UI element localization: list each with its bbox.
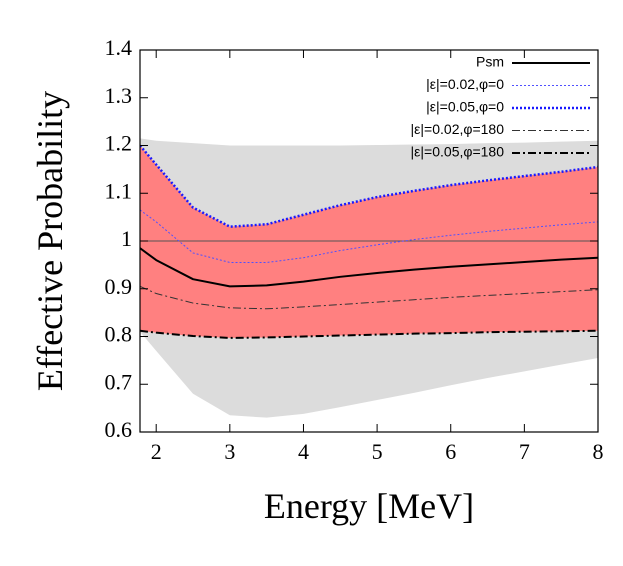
y-tick-label: 0.8 xyxy=(105,322,133,347)
series-line xyxy=(140,329,598,339)
y-tick-label: 0.9 xyxy=(105,274,133,299)
series-line xyxy=(140,247,598,288)
band xyxy=(140,145,598,338)
y-tick-label: 0.7 xyxy=(105,369,133,394)
y-tick-label: 1 xyxy=(121,226,132,251)
y-tick-label: 1.1 xyxy=(105,178,133,203)
x-axis-label: Energy [MeV] xyxy=(264,486,474,526)
x-tick-label: 4 xyxy=(298,439,309,464)
y-tick-label: 0.6 xyxy=(105,417,133,442)
legend-label: |ε|=0.05,φ=180 xyxy=(411,144,505,160)
y-tick-label: 1.4 xyxy=(105,35,133,60)
y-axis-label: Effective Probability xyxy=(30,91,70,391)
x-tick-label: 8 xyxy=(593,439,604,464)
y-tick-label: 1.3 xyxy=(105,83,133,108)
series-line xyxy=(140,209,598,263)
x-tick-label: 3 xyxy=(224,439,235,464)
x-tick-label: 6 xyxy=(445,439,456,464)
legend-label: |ε|=0.05,φ=0 xyxy=(426,99,504,115)
y-tick-label: 1.2 xyxy=(105,131,133,156)
legend-label: |ε|=0.02,φ=0 xyxy=(426,76,504,92)
legend-label: |ε|=0.02,φ=180 xyxy=(411,121,505,137)
legend-label: Psm xyxy=(476,54,504,70)
x-tick-label: 5 xyxy=(372,439,383,464)
x-tick-label: 7 xyxy=(519,439,530,464)
plot-area xyxy=(140,138,598,418)
x-tick-label: 2 xyxy=(151,439,162,464)
series-line xyxy=(140,144,598,228)
